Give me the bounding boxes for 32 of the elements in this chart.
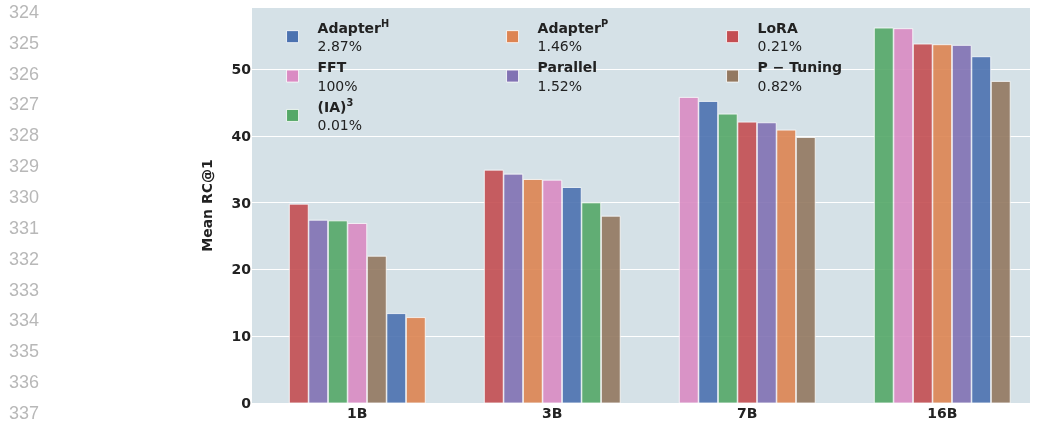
x-tick-label: 16B xyxy=(927,405,958,421)
x-tick-label: 3B xyxy=(542,405,563,421)
text: 335 xyxy=(9,341,40,361)
text: Adapter$^{P}$ 1.46% xyxy=(537,18,609,55)
text: 333 xyxy=(9,280,40,300)
x-tick-label: 1B xyxy=(347,405,368,421)
text: 328 xyxy=(9,125,40,145)
legend-label: FFT 100% xyxy=(317,59,358,94)
text: 334 xyxy=(9,310,40,330)
text: 325 xyxy=(9,33,40,53)
y-tick-label: 0 xyxy=(241,394,252,411)
text: 330 xyxy=(9,187,40,207)
legend-label: (IA)$^{3}$ 0.01% xyxy=(317,96,363,134)
y-tick-label: 20 xyxy=(231,261,252,278)
text: 327 xyxy=(9,94,40,114)
text: 337 xyxy=(9,403,40,423)
y-tick-label: 30 xyxy=(231,194,252,211)
text: 331 xyxy=(9,218,40,238)
legend-label: Parallel 1.52% xyxy=(537,59,598,94)
x-tick-label: 7B xyxy=(737,405,758,421)
legend-label: P − Tuning 0.82% xyxy=(757,59,843,94)
text: 332 xyxy=(9,249,40,269)
y-tick-label: 40 xyxy=(231,128,252,145)
text: Adapter$^{H}$ 2.87% xyxy=(317,18,390,55)
text: 329 xyxy=(9,156,40,176)
y-tick-label: 50 xyxy=(231,61,252,78)
legend-label: LoRA 0.21% xyxy=(757,20,803,55)
text: 326 xyxy=(9,64,40,84)
text: 336 xyxy=(9,372,40,392)
y-axis-title: Mean RC@1 xyxy=(199,159,216,252)
text: 324 xyxy=(9,2,40,22)
y-tick-label: 10 xyxy=(231,328,252,345)
